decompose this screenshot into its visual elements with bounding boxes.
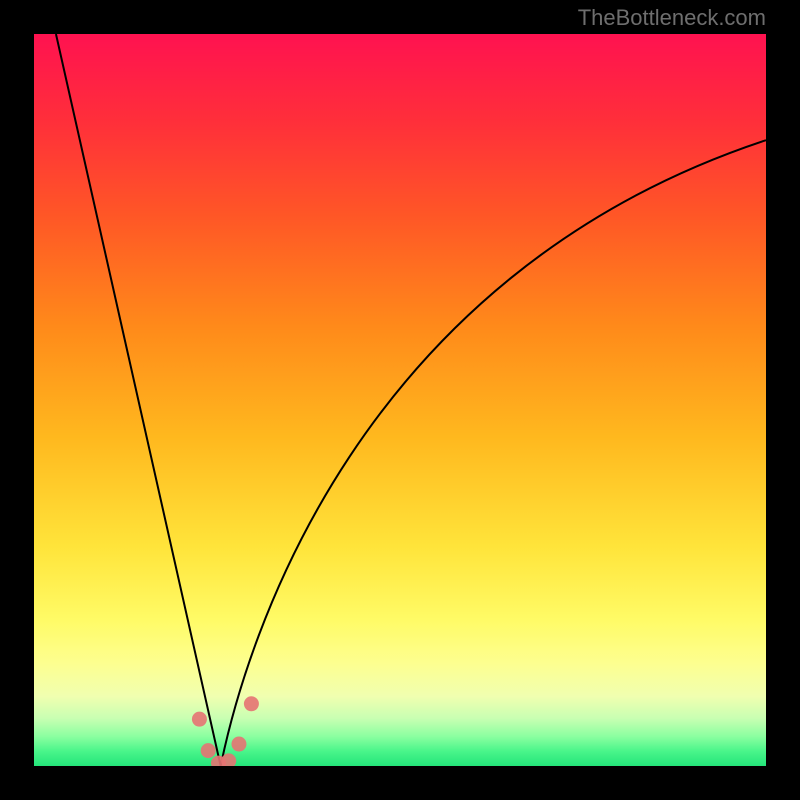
curve-marker <box>192 712 207 727</box>
plot-background <box>34 34 766 766</box>
curve-marker <box>231 737 246 752</box>
bottleneck-curve-plot <box>34 34 766 766</box>
chart-stage: TheBottleneck.com <box>0 0 800 800</box>
curve-marker <box>201 743 216 758</box>
curve-marker <box>244 696 259 711</box>
watermark-text: TheBottleneck.com <box>578 5 766 31</box>
